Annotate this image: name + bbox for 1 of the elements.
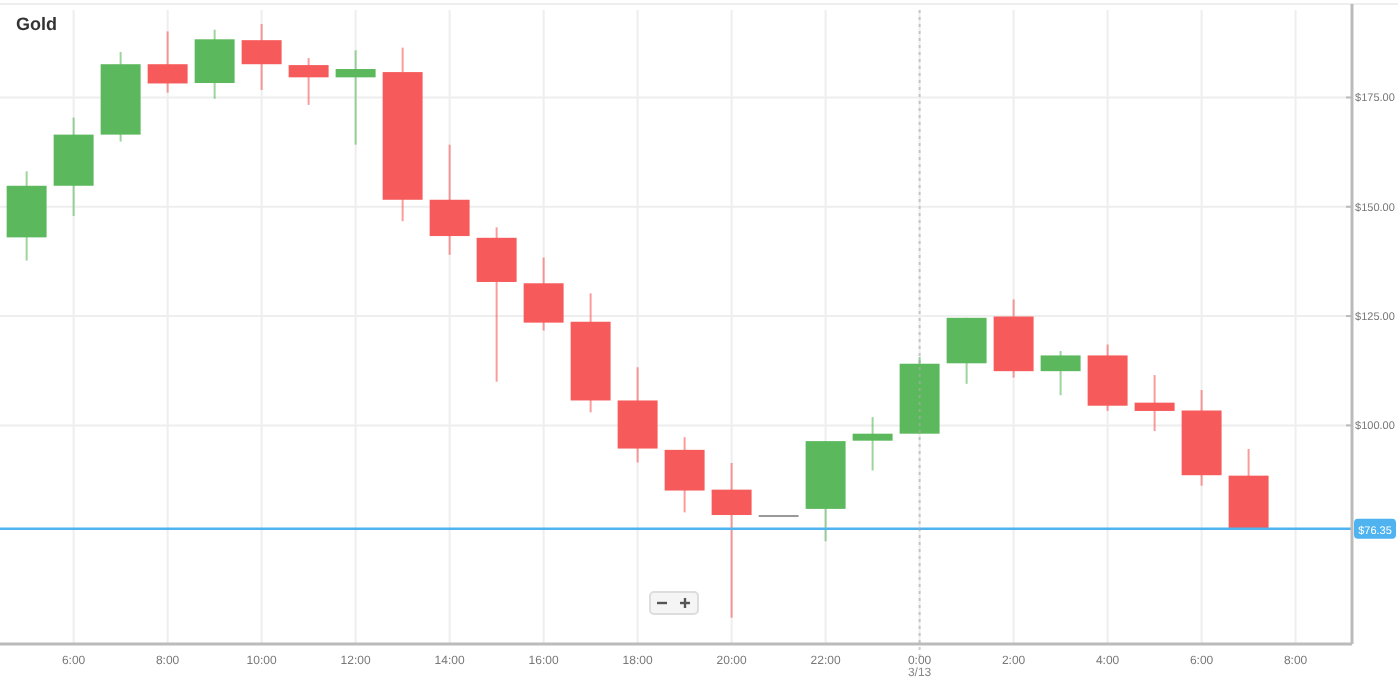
chart-title: Gold xyxy=(16,14,57,34)
